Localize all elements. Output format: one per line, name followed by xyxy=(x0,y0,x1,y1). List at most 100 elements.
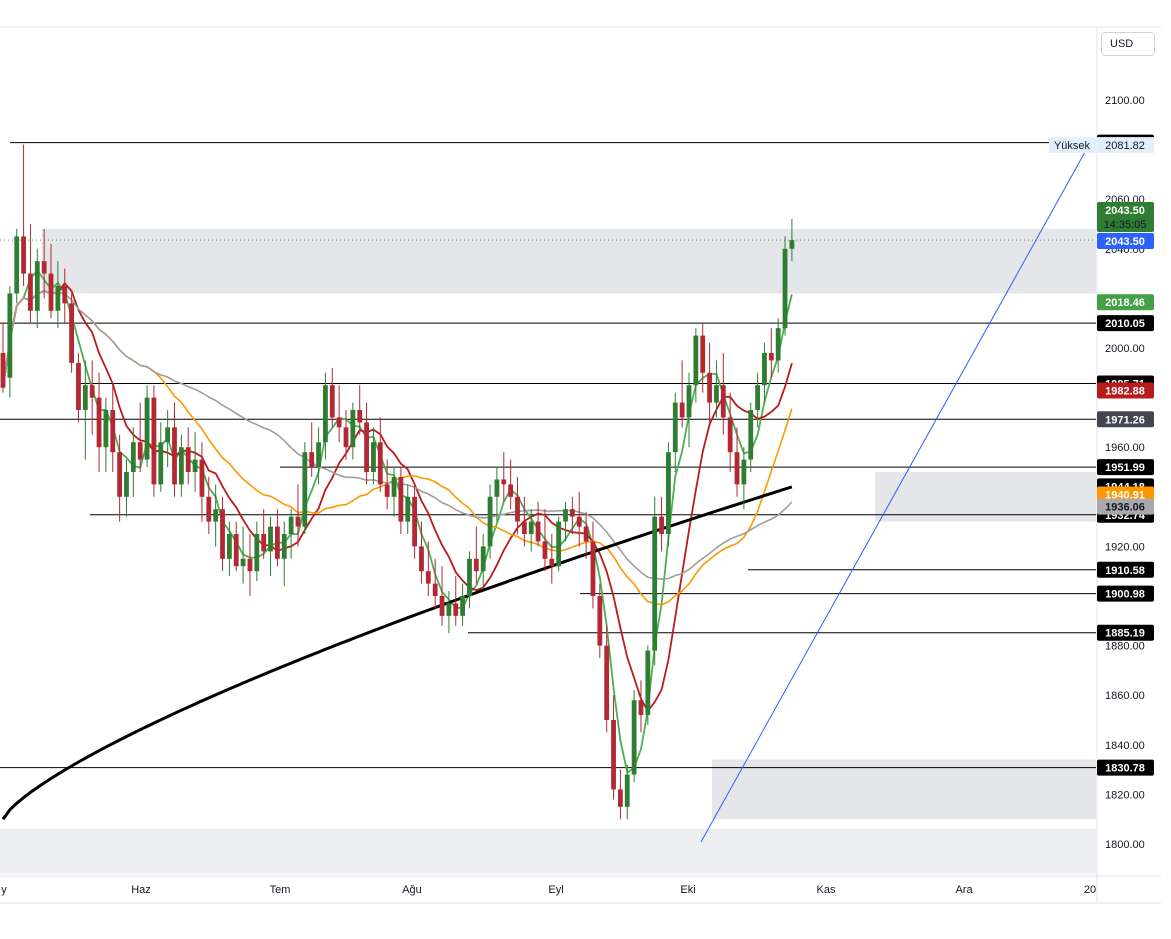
candle xyxy=(21,144,26,286)
candle-body xyxy=(597,596,603,646)
candle-body xyxy=(521,521,527,534)
candle xyxy=(0,323,6,393)
candle-body xyxy=(583,526,589,542)
candle-body xyxy=(268,526,273,552)
candle-body xyxy=(727,417,733,453)
candlesticks xyxy=(0,144,795,820)
level-tag: 1951.99 xyxy=(1097,459,1154,476)
candle xyxy=(178,434,184,497)
candle xyxy=(192,432,198,492)
candle xyxy=(700,323,706,393)
candle-body xyxy=(165,427,171,443)
candle xyxy=(686,372,692,448)
x-tick-label: Ara xyxy=(955,884,973,896)
level-tag-bg xyxy=(1097,459,1154,476)
candle-body xyxy=(206,496,212,522)
candle xyxy=(624,764,630,820)
y-tick-label: 2000.00 xyxy=(1105,343,1145,355)
candle-body xyxy=(371,442,376,472)
level-tag-text: 1830.78 xyxy=(1105,763,1145,775)
candle xyxy=(549,534,555,584)
candle xyxy=(371,427,376,485)
candle-body xyxy=(55,286,61,311)
y-tick-label: 1800.00 xyxy=(1105,839,1145,851)
candle-body xyxy=(666,452,671,534)
currency-button[interactable]: USD xyxy=(1101,32,1155,56)
candle-body xyxy=(604,645,610,720)
candle xyxy=(275,509,280,567)
price-axis[interactable]: 2100.002060.002040.002000.001960.001920.… xyxy=(1105,95,1145,851)
candle-body xyxy=(172,427,177,485)
candle-body xyxy=(226,534,232,559)
countdown-text: 14:35:05 xyxy=(1104,219,1147,231)
trendline-line xyxy=(700,151,1086,843)
candle-body xyxy=(295,516,301,527)
candle-body xyxy=(137,442,143,460)
level-tag-text: 1910.58 xyxy=(1105,565,1145,577)
candle xyxy=(604,625,610,733)
candle-body xyxy=(14,236,20,294)
candle-body xyxy=(748,410,754,460)
price-tags: 2082.822010.051985.711971.261951.991932.… xyxy=(1049,134,1154,776)
candle xyxy=(590,521,596,609)
candle xyxy=(41,228,47,299)
candle-body xyxy=(391,476,397,497)
candle-body xyxy=(405,496,411,522)
candle xyxy=(672,392,678,472)
candle xyxy=(34,248,40,329)
candle-body xyxy=(144,397,150,460)
candle-body xyxy=(110,410,116,453)
candle xyxy=(206,476,212,534)
candle-body xyxy=(460,596,466,616)
x-tick-label: Kas xyxy=(817,884,836,896)
candle-body xyxy=(480,546,486,572)
candle xyxy=(76,352,81,423)
candle xyxy=(487,484,493,559)
candle xyxy=(240,526,246,584)
level-tag-bg xyxy=(1097,624,1154,641)
candle-body xyxy=(549,558,555,567)
candle-body xyxy=(542,541,548,559)
candle-body xyxy=(124,472,129,497)
candle xyxy=(55,261,61,329)
time-axis[interactable]: y Haz Tem Ağu Eyl Eki Kas Ara 20 xyxy=(1,884,1096,896)
candle xyxy=(412,484,417,559)
ma-tag-text: 2018.46 xyxy=(1105,297,1145,309)
candle-body xyxy=(768,352,774,361)
candle xyxy=(158,422,164,492)
y-tick-label: 2100.00 xyxy=(1105,95,1145,107)
candle xyxy=(316,427,321,485)
candle-body xyxy=(34,261,40,311)
candle xyxy=(542,509,548,572)
candle xyxy=(226,521,232,577)
candle xyxy=(281,521,287,587)
candle xyxy=(364,402,369,485)
ma-tag-text: 1940.91 xyxy=(1105,490,1145,502)
candle xyxy=(508,459,514,510)
price-line-tag-text: 2043.50 xyxy=(1105,236,1145,248)
y-tick-label: 1860.00 xyxy=(1105,690,1145,702)
candle xyxy=(89,360,95,435)
candle-body xyxy=(89,385,95,398)
candle xyxy=(467,551,472,609)
trendline[interactable] xyxy=(700,151,1086,843)
candle-body xyxy=(336,417,342,428)
candle xyxy=(220,496,225,572)
candle-body xyxy=(425,571,431,584)
level-tag-text: 1885.19 xyxy=(1105,628,1145,640)
candle-body xyxy=(755,385,760,410)
ma-tag-bg xyxy=(1097,498,1154,515)
candle-body xyxy=(508,484,514,497)
candle xyxy=(124,459,129,517)
candle-body xyxy=(357,410,363,423)
candle xyxy=(618,769,623,820)
x-tick-label: Eki xyxy=(680,884,695,896)
ma-tag: 1936.06 xyxy=(1097,498,1154,515)
candle xyxy=(576,491,582,547)
candle xyxy=(439,566,445,626)
candle-body xyxy=(185,447,191,472)
candle-body xyxy=(158,442,164,485)
candle xyxy=(563,501,568,542)
current-price-tag: 2043.50 14:35:05 xyxy=(1097,202,1154,232)
